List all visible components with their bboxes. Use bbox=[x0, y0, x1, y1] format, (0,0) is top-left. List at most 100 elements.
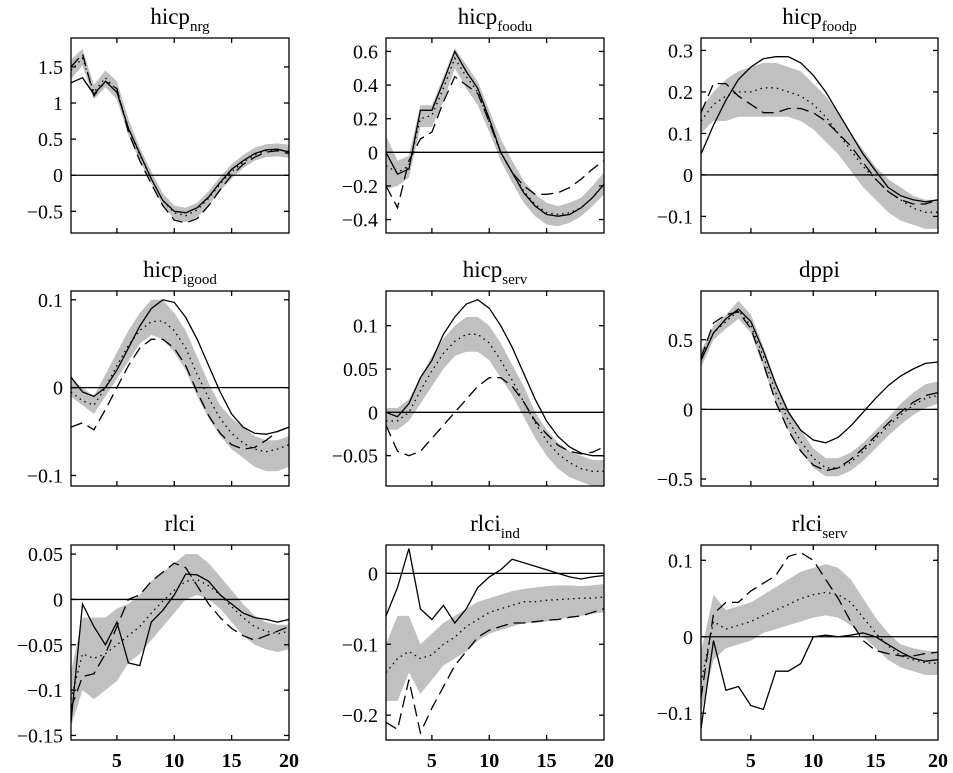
series-line-dotted bbox=[701, 87, 938, 213]
y-tick-label: −0.1 bbox=[342, 634, 378, 656]
panel-title: dppi bbox=[799, 257, 840, 282]
plot-frame bbox=[70, 290, 290, 487]
panel-9: −0.1 0 0.1 5 10 15 20 rlciserv bbox=[657, 511, 948, 772]
y-tick-label: 0 bbox=[53, 378, 63, 400]
plot-frame bbox=[385, 290, 605, 487]
plot-frame bbox=[70, 37, 290, 234]
panel-title: hicpfoodu bbox=[458, 4, 533, 35]
y-tick-label: −0.2 bbox=[342, 705, 378, 727]
y-tick-label: 0.1 bbox=[38, 290, 63, 312]
y-tick-label: 0.1 bbox=[353, 316, 378, 338]
panel-title: hicpserv bbox=[463, 257, 528, 288]
x-tick-label: 15 bbox=[866, 750, 886, 772]
x-tick-label: 10 bbox=[803, 750, 823, 772]
panel-4: −0.1 0 0.1 hicpigood bbox=[27, 257, 290, 487]
series-line-solid bbox=[701, 308, 938, 444]
series-line-dashed bbox=[71, 52, 289, 224]
series-line-dashed bbox=[386, 75, 604, 210]
panel-title-subscript: serv bbox=[502, 272, 527, 288]
confidence-band bbox=[701, 62, 938, 229]
panel-title-subscript: ind bbox=[501, 526, 521, 542]
x-tick-label: 5 bbox=[112, 750, 122, 772]
series-line-dashed bbox=[701, 551, 938, 698]
series-line-dotted bbox=[701, 591, 938, 683]
plot-frame bbox=[700, 37, 939, 234]
panel-title-subscript: nrg bbox=[190, 19, 210, 35]
y-tick-label: 1 bbox=[53, 93, 63, 115]
y-tick-label: −0.05 bbox=[332, 446, 378, 468]
y-tick-label: 0 bbox=[53, 589, 63, 611]
y-tick-label: 0.3 bbox=[668, 40, 693, 62]
y-tick-label: 0 bbox=[368, 142, 378, 164]
panel-title-subscript: igood bbox=[183, 272, 218, 288]
plot-frame bbox=[70, 544, 290, 741]
plot-frame bbox=[700, 544, 939, 741]
y-tick-label: 0.1 bbox=[668, 550, 693, 572]
x-tick-label: 20 bbox=[279, 750, 299, 772]
x-tick-label: 20 bbox=[594, 750, 614, 772]
confidence-band bbox=[71, 48, 289, 223]
series-line-solid bbox=[71, 299, 289, 435]
y-tick-label: 0 bbox=[53, 165, 63, 187]
panel-3: −0.1 0 0.1 0.2 0.3 hicpfoodp bbox=[657, 4, 939, 234]
confidence-band bbox=[71, 299, 289, 472]
confidence-band bbox=[701, 300, 938, 477]
y-tick-label: 0.4 bbox=[353, 75, 378, 97]
series-line-solid bbox=[386, 298, 604, 457]
series-line-solid bbox=[386, 548, 604, 625]
y-tick-label: 0.2 bbox=[353, 109, 378, 131]
panel-title: hicpigood bbox=[143, 257, 217, 288]
series-line-dashed bbox=[701, 82, 938, 205]
panel-title: rlciind bbox=[470, 511, 520, 542]
x-tick-label: 10 bbox=[164, 750, 184, 772]
panel-title-subscript: serv bbox=[822, 526, 847, 542]
y-tick-label: 0.1 bbox=[668, 123, 693, 145]
series-line-dotted bbox=[71, 320, 289, 453]
series-line-solid bbox=[701, 56, 938, 203]
y-tick-label: 0.6 bbox=[353, 41, 378, 63]
series-line-dotted bbox=[386, 596, 604, 674]
panel-2: −0.4 −0.2 0 0.2 0.4 0.6 hicpfoodu bbox=[342, 4, 605, 234]
y-tick-label: 0.05 bbox=[28, 544, 63, 566]
y-tick-label: 0 bbox=[368, 402, 378, 424]
series-line-dotted bbox=[386, 333, 604, 472]
y-tick-label: −0.5 bbox=[657, 469, 693, 491]
y-tick-label: 0.5 bbox=[38, 129, 63, 151]
panel-7: −0.15 −0.1 −0.05 0 0.05 5 10 15 20 rlci bbox=[17, 511, 299, 772]
y-tick-label: 0.2 bbox=[668, 82, 693, 104]
y-tick-label: 0 bbox=[683, 399, 693, 421]
x-tick-label: 20 bbox=[928, 750, 948, 772]
series-line-solid bbox=[71, 76, 289, 214]
confidence-band bbox=[71, 554, 289, 727]
series-line-dotted bbox=[701, 309, 938, 469]
y-tick-label: −0.05 bbox=[17, 635, 63, 657]
panel-title: hicpnrg bbox=[150, 4, 210, 35]
x-tick-label: 10 bbox=[479, 750, 499, 772]
y-tick-label: −0.4 bbox=[342, 210, 378, 232]
panel-title-subscript: foodp bbox=[822, 19, 857, 35]
y-tick-label: 0.5 bbox=[668, 330, 693, 352]
series-line-dashed bbox=[386, 377, 604, 457]
y-tick-label: −0.1 bbox=[657, 206, 693, 228]
confidence-band bbox=[701, 564, 938, 714]
y-tick-label: −0.1 bbox=[657, 703, 693, 725]
y-tick-label: 0 bbox=[683, 627, 693, 649]
confidence-band bbox=[386, 317, 604, 486]
plot-frame bbox=[385, 544, 605, 741]
x-tick-label: 15 bbox=[537, 750, 557, 772]
x-tick-label: 5 bbox=[427, 750, 437, 772]
series-line-solid bbox=[71, 573, 289, 722]
plot-frame bbox=[700, 290, 939, 487]
plot-frame bbox=[385, 37, 605, 234]
panel-title: rlci bbox=[165, 511, 196, 536]
confidence-band bbox=[386, 584, 604, 701]
panel-title: hicpfoodp bbox=[782, 4, 857, 35]
y-tick-label: 1.5 bbox=[38, 57, 63, 79]
series-line-dashed bbox=[701, 311, 938, 472]
y-tick-label: −0.1 bbox=[27, 465, 63, 487]
panel-8: −0.2 −0.1 0 5 10 15 20 rlciind bbox=[342, 511, 614, 772]
y-tick-label: 0.05 bbox=[343, 359, 378, 381]
series-line-dashed bbox=[71, 338, 289, 450]
x-tick-label: 15 bbox=[222, 750, 242, 772]
x-tick-label: 5 bbox=[746, 750, 756, 772]
